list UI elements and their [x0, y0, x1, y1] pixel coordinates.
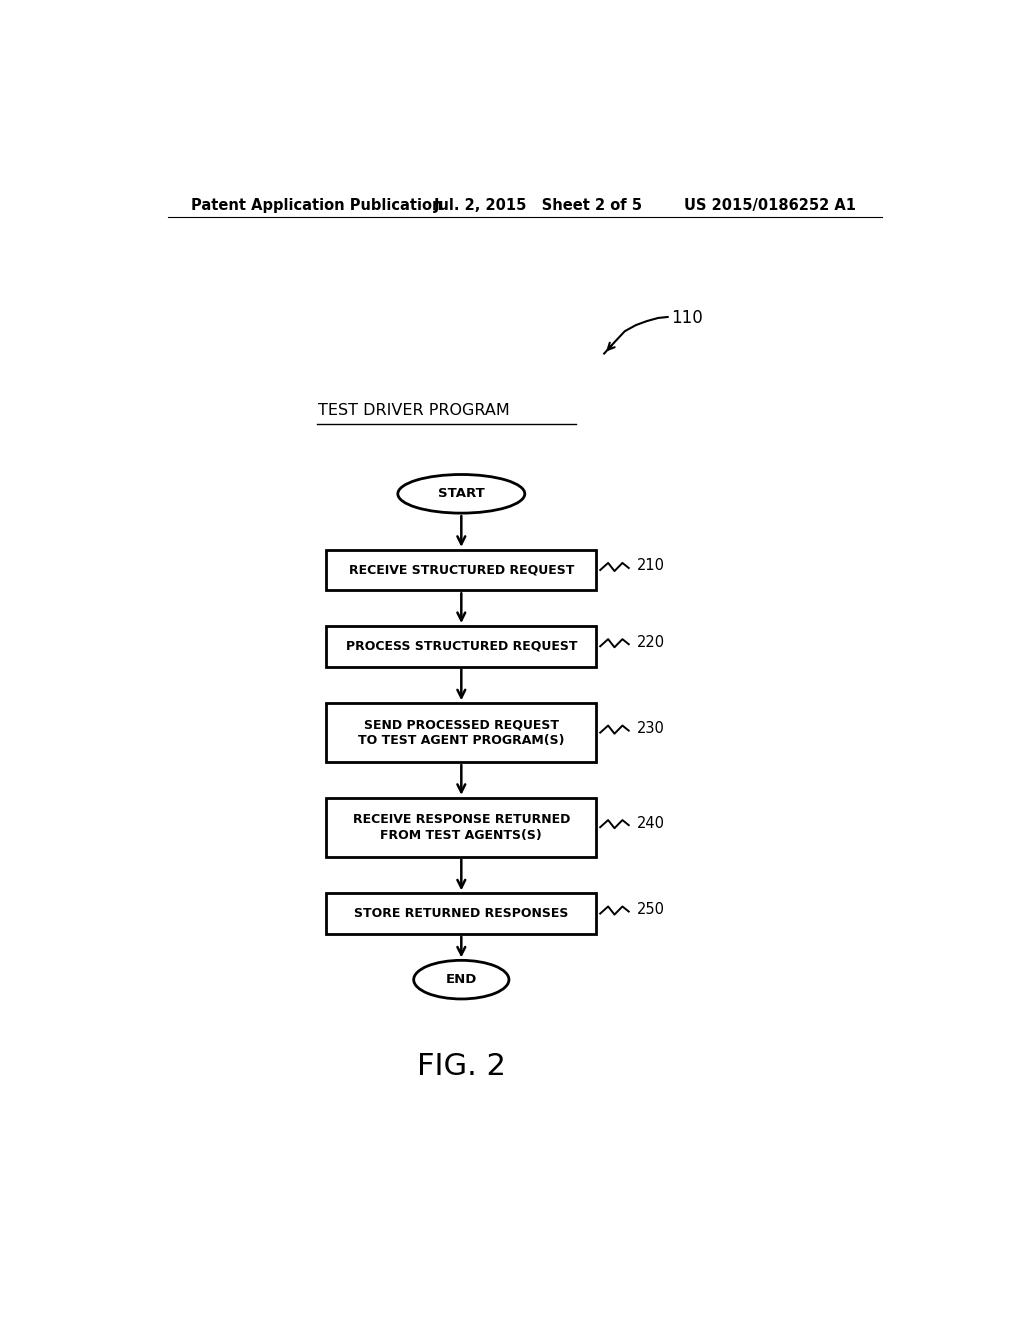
Text: TEST DRIVER PROGRAM: TEST DRIVER PROGRAM: [318, 403, 510, 418]
Text: US 2015/0186252 A1: US 2015/0186252 A1: [684, 198, 855, 213]
Text: 250: 250: [637, 902, 665, 917]
Ellipse shape: [414, 961, 509, 999]
Text: Jul. 2, 2015   Sheet 2 of 5: Jul. 2, 2015 Sheet 2 of 5: [433, 198, 642, 213]
Text: 230: 230: [637, 721, 665, 737]
Text: SEND PROCESSED REQUEST
TO TEST AGENT PROGRAM(S): SEND PROCESSED REQUEST TO TEST AGENT PRO…: [358, 718, 564, 747]
Ellipse shape: [397, 474, 525, 513]
FancyBboxPatch shape: [327, 549, 596, 590]
Text: RECEIVE RESPONSE RETURNED
FROM TEST AGENTS(S): RECEIVE RESPONSE RETURNED FROM TEST AGEN…: [352, 813, 570, 842]
Text: END: END: [445, 973, 477, 986]
FancyBboxPatch shape: [327, 626, 596, 667]
Text: 240: 240: [637, 816, 665, 830]
Text: 210: 210: [637, 558, 665, 573]
Text: FIG. 2: FIG. 2: [417, 1052, 506, 1081]
FancyBboxPatch shape: [327, 797, 596, 857]
Text: PROCESS STRUCTURED REQUEST: PROCESS STRUCTURED REQUEST: [345, 640, 578, 653]
Text: START: START: [438, 487, 484, 500]
FancyBboxPatch shape: [327, 704, 596, 762]
Text: 220: 220: [637, 635, 665, 649]
Text: RECEIVE STRUCTURED REQUEST: RECEIVE STRUCTURED REQUEST: [348, 564, 574, 577]
Text: 110: 110: [672, 309, 703, 327]
Text: STORE RETURNED RESPONSES: STORE RETURNED RESPONSES: [354, 907, 568, 920]
Text: Patent Application Publication: Patent Application Publication: [191, 198, 443, 213]
FancyBboxPatch shape: [327, 894, 596, 935]
